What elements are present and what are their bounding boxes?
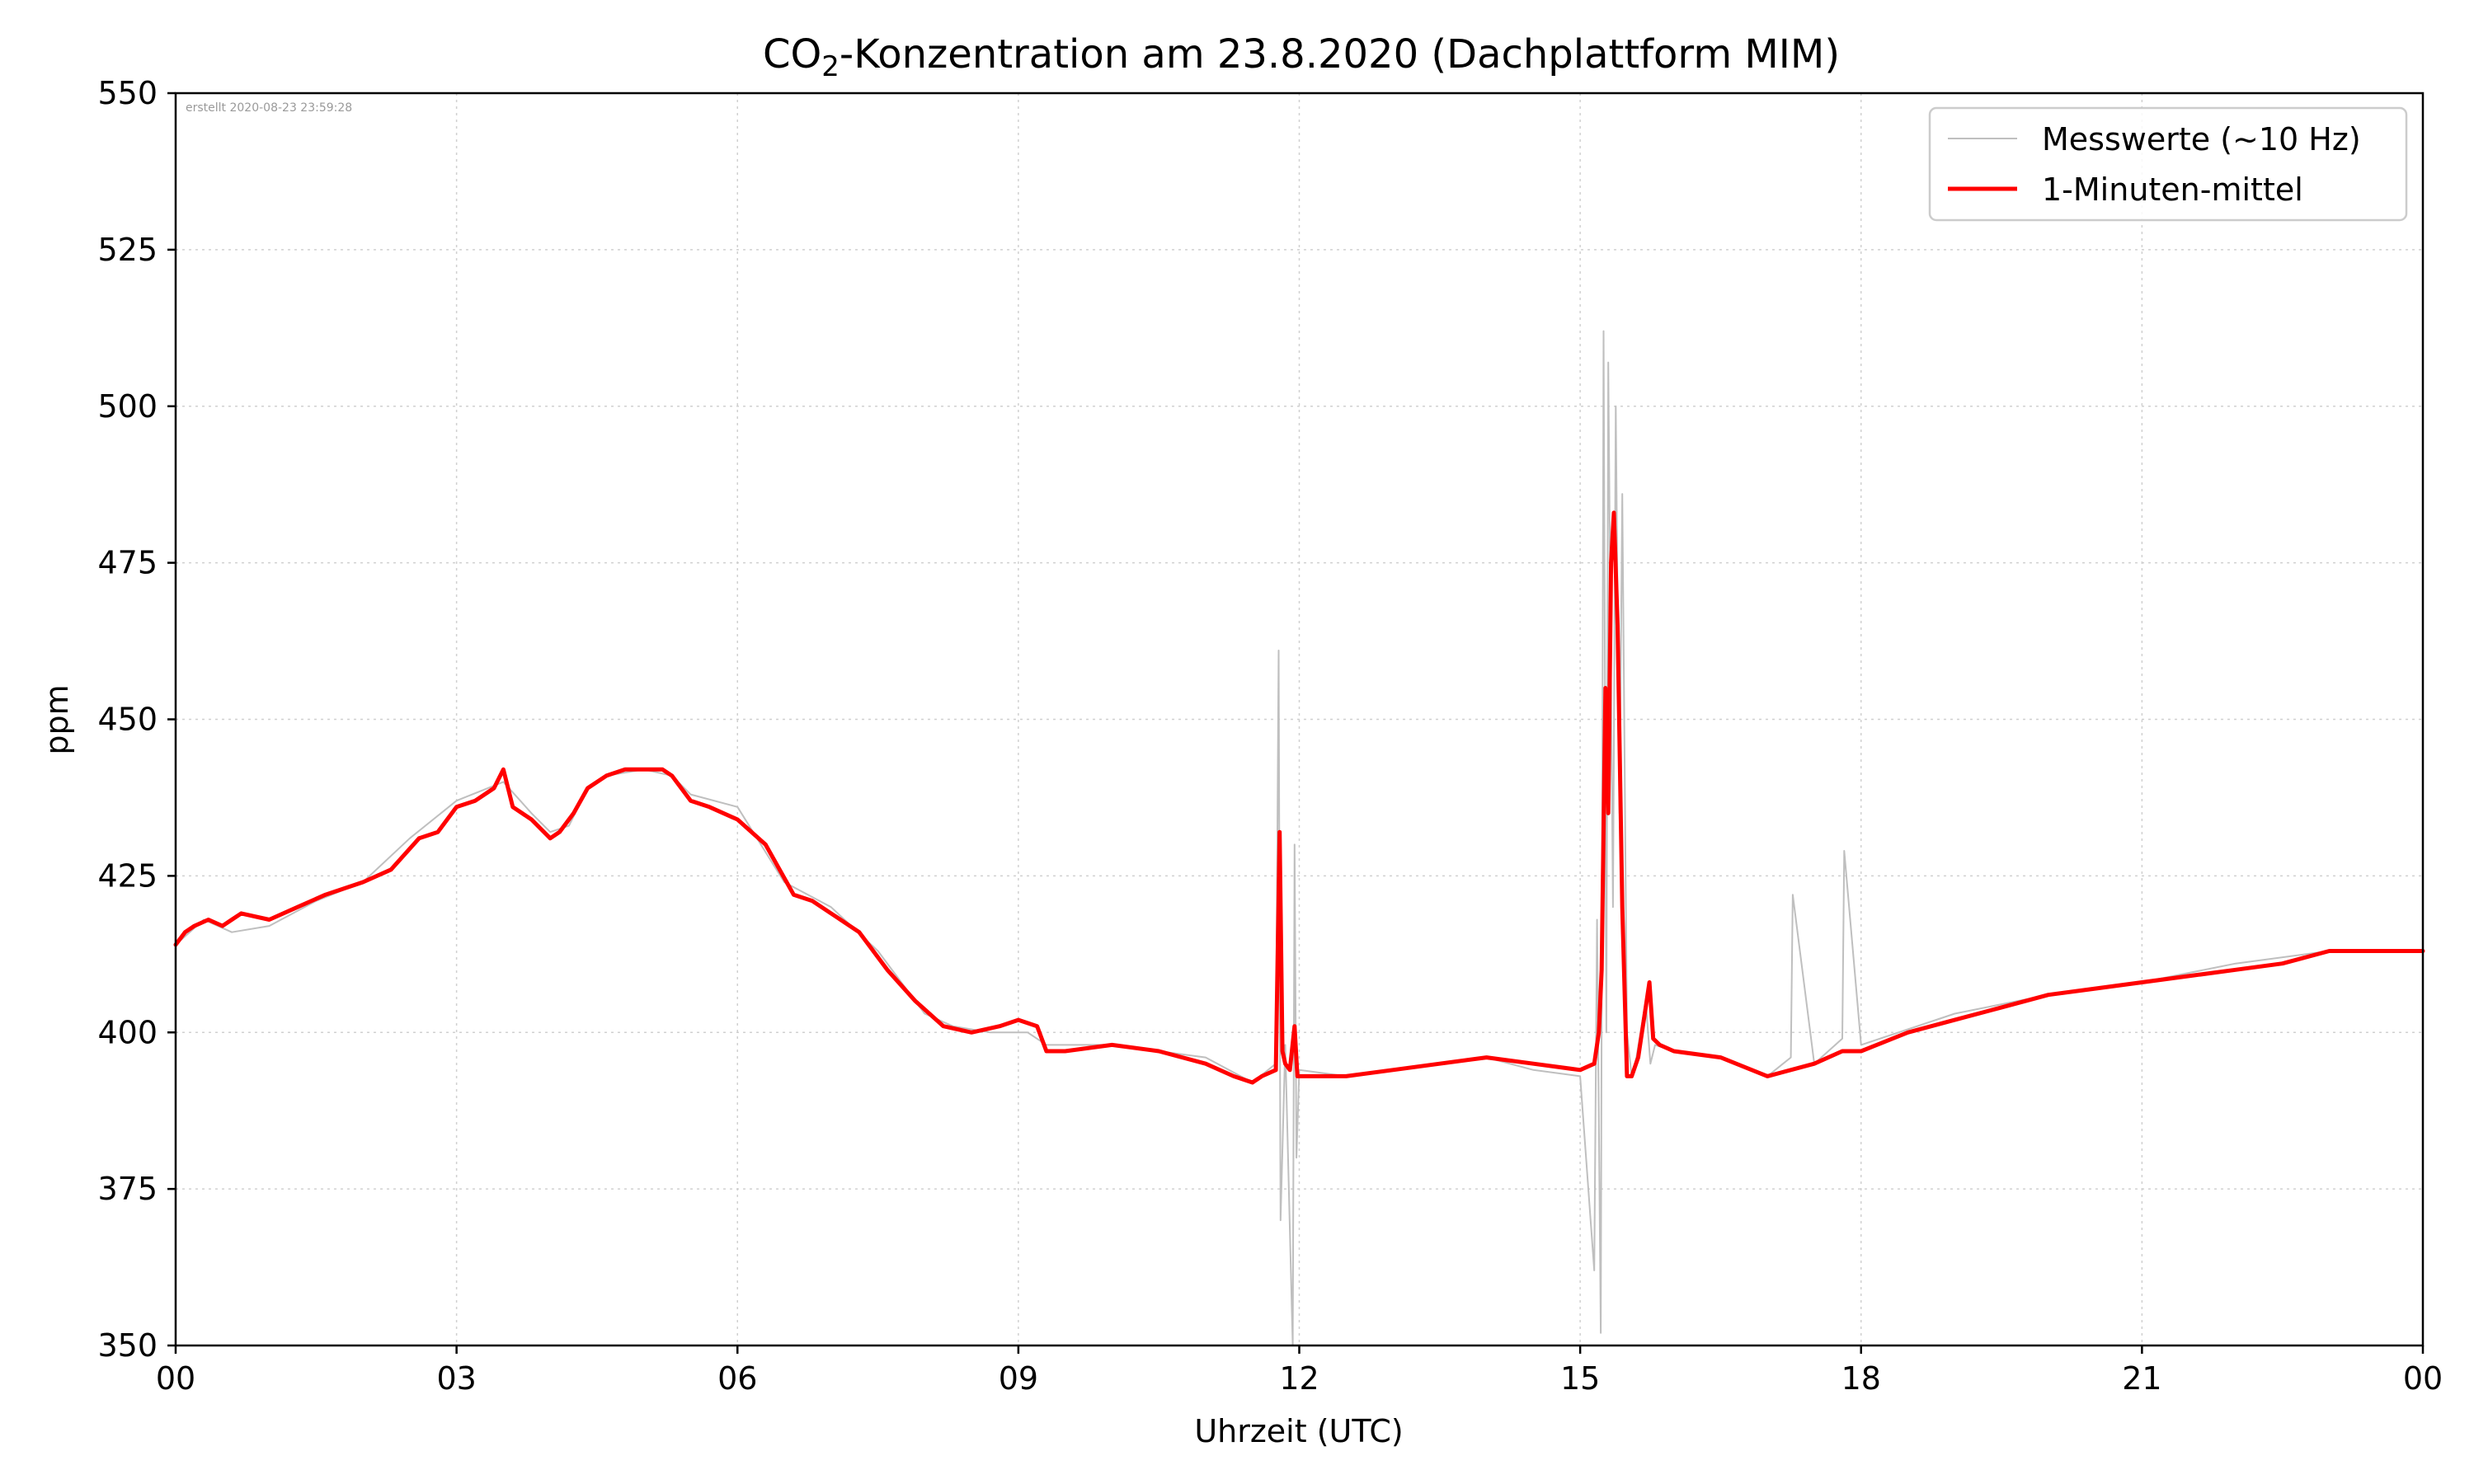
x-tick-label: 21 [2122, 1360, 2161, 1397]
title-prefix: CO [763, 31, 821, 77]
chart-title: CO2-Konzentration am 23.8.2020 (Dachplat… [763, 31, 1840, 83]
y-tick-label: 375 [97, 1171, 158, 1207]
y-axis: 350 375 400 425 450 475 500 525 550 [97, 75, 176, 1364]
y-tick-label: 450 [97, 702, 158, 738]
y-tick-label: 525 [97, 232, 158, 268]
plot-frame [174, 92, 2425, 1347]
x-axis: 00 03 06 09 12 15 18 21 00 [156, 1345, 2443, 1397]
x-tick-label: 18 [1841, 1360, 1881, 1397]
x-tick-label: 06 [717, 1360, 757, 1397]
y-axis-label: ppm [39, 684, 75, 754]
legend: Messwerte (~10 Hz) 1-Minuten-mittel [1928, 106, 2408, 222]
y-tick-label: 425 [97, 857, 158, 894]
x-tick-label: 03 [436, 1360, 476, 1397]
creation-stamp: erstellt 2020-08-23 23:59:28 [186, 101, 352, 115]
legend-label-measurements: Messwerte (~10 Hz) [2042, 121, 2361, 157]
x-tick-label: 00 [2403, 1360, 2443, 1397]
title-suffix: -Konzentration am 23.8.2020 (Dachplattfo… [840, 31, 1840, 77]
x-tick-label: 12 [1279, 1360, 1319, 1397]
legend-box [1928, 106, 2408, 222]
x-tick-label: 09 [999, 1360, 1038, 1397]
x-axis-label: Uhrzeit (UTC) [1194, 1413, 1403, 1449]
y-tick-label: 400 [97, 1014, 158, 1050]
legend-label-minute-mean: 1-Minuten-mittel [2042, 171, 2303, 208]
series-group [173, 330, 2425, 1346]
title-subscript: 2 [821, 50, 840, 83]
y-tick-label: 475 [97, 545, 158, 581]
y-tick-label: 350 [97, 1327, 158, 1364]
x-tick-label: 15 [1560, 1360, 1600, 1397]
grid [176, 93, 2423, 1345]
x-tick-label: 00 [156, 1360, 195, 1397]
series-line-minute-mean [173, 510, 2425, 1085]
y-tick-label: 550 [97, 75, 158, 111]
y-tick-label: 500 [97, 388, 158, 425]
